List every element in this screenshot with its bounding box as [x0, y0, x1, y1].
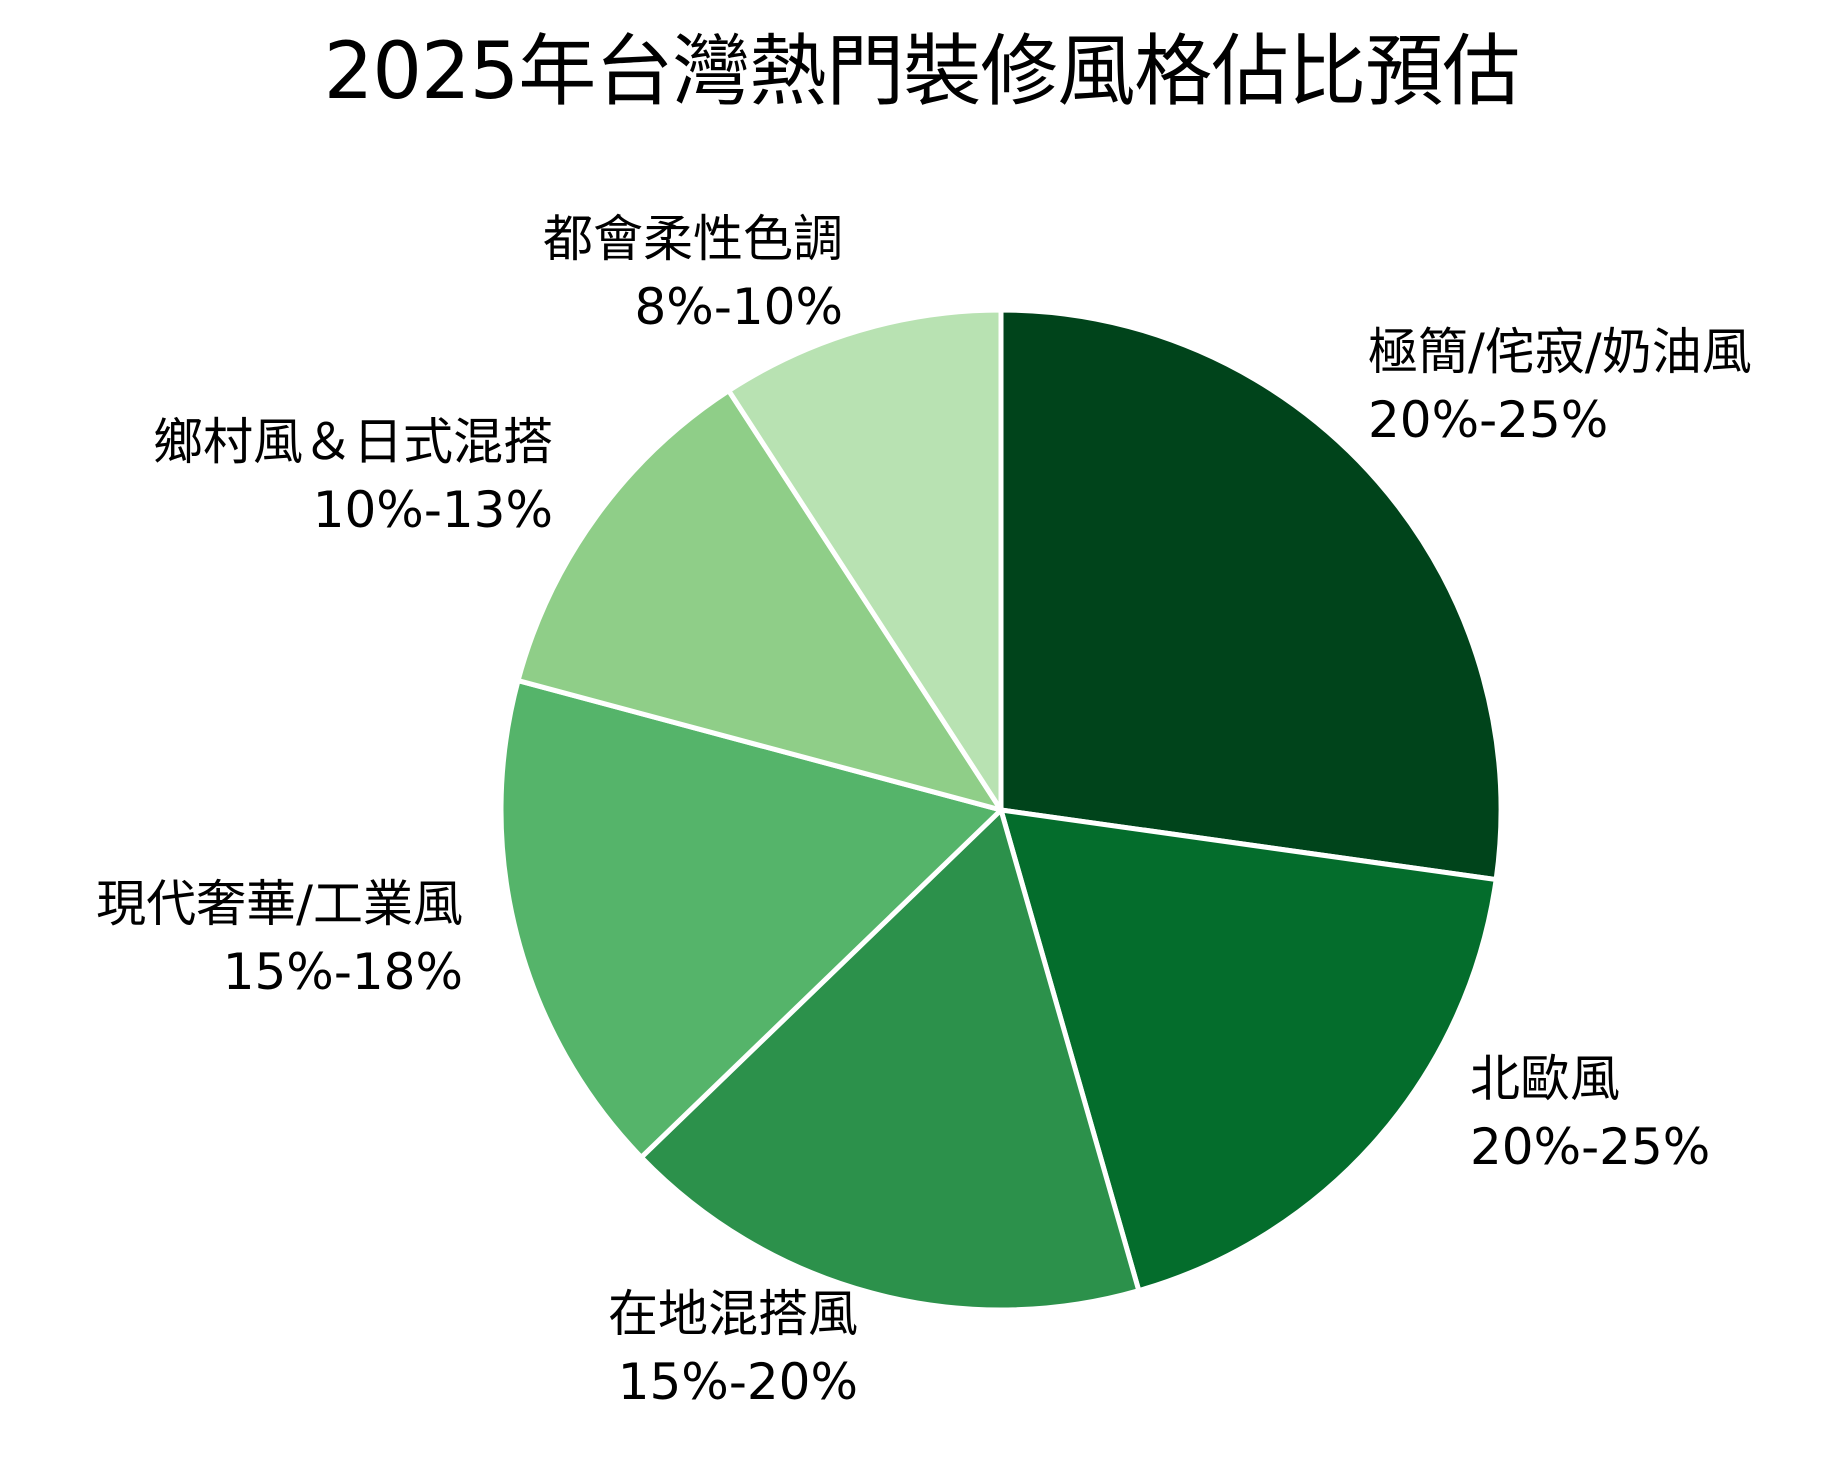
slice-range: 8%-10% [634, 278, 844, 336]
pie-slice [638, 807, 1142, 1313]
slice-range: 15%-18% [222, 943, 463, 1001]
slice-label-minimalist: 極簡/侘寂/奶油風 20%-25% [1368, 318, 1752, 454]
slice-name: 北歐風 [1470, 1050, 1620, 1108]
slice-label-local-mix: 在地混搭風 15%-20% [608, 1280, 858, 1416]
slice-range: 20%-25% [1470, 1118, 1711, 1176]
chart-title: 2025年台灣熱門裝修風格佔比預估 [323, 27, 1521, 117]
pie-slice [515, 388, 1004, 813]
slice-range: 10%-13% [312, 481, 553, 539]
slice-name: 在地混搭風 [608, 1285, 858, 1343]
slice-name: 極簡/侘寂/奶油風 [1368, 323, 1752, 381]
slice-label-urban-soft: 都會柔性色調 8%-10% [543, 205, 843, 341]
slice-label-modern-luxury: 現代奢華/工業風 15%-18% [96, 870, 463, 1006]
slice-label-nordic: 北歐風 20%-25% [1470, 1045, 1710, 1181]
pie-slice [498, 678, 1004, 1160]
pie-slice [726, 307, 1004, 813]
slice-range: 20%-25% [1368, 391, 1609, 449]
slice-range: 15%-20% [617, 1353, 858, 1411]
slice-label-country-japanese: 鄉村風＆日式混搭 10%-13% [153, 408, 553, 544]
slice-name: 現代奢華/工業風 [96, 875, 463, 933]
pie-slice [998, 807, 1499, 1294]
slice-name: 都會柔性色調 [543, 210, 843, 268]
slice-name: 鄉村風＆日式混搭 [153, 413, 553, 471]
pie-slice [998, 307, 1504, 883]
